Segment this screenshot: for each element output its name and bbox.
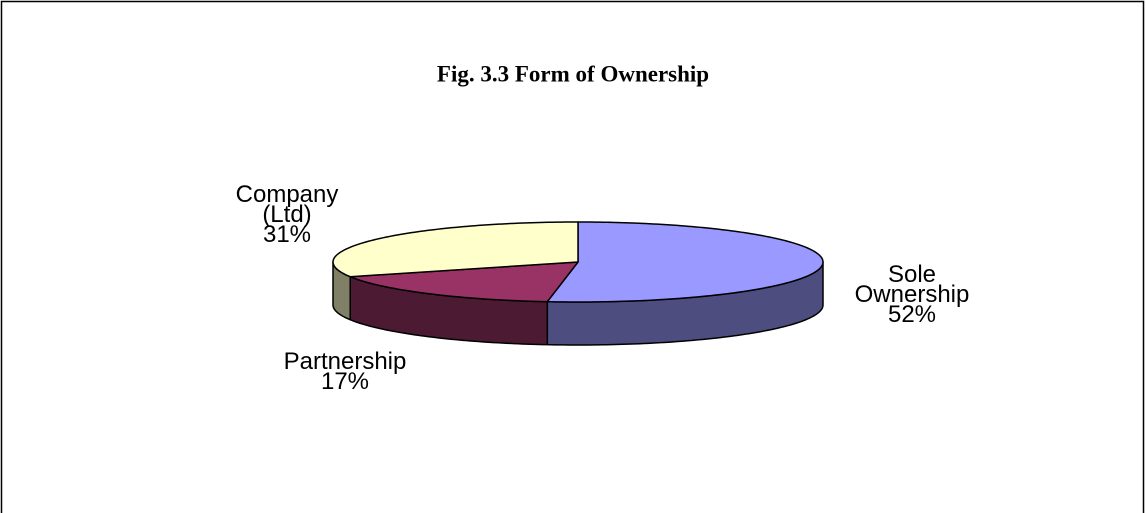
value-label: 31%	[262, 221, 312, 248]
pie-slice	[332, 221, 579, 278]
pie-slice	[546, 221, 824, 303]
category-label: Partnership	[283, 348, 407, 375]
slice-label: Partnership 17%	[245, 348, 445, 395]
category-label: Sole Ownership	[854, 261, 970, 308]
pie-slice	[349, 261, 579, 303]
slice-label: Sole Ownership 52%	[837, 261, 987, 328]
slice-label: Company (Ltd) 31%	[230, 181, 345, 248]
value-label: 52%	[887, 301, 937, 328]
category-label: Company (Ltd)	[235, 181, 339, 228]
value-label: 17%	[320, 368, 370, 395]
chart-title: Fig. 3.3 Form of Ownership	[437, 61, 709, 86]
